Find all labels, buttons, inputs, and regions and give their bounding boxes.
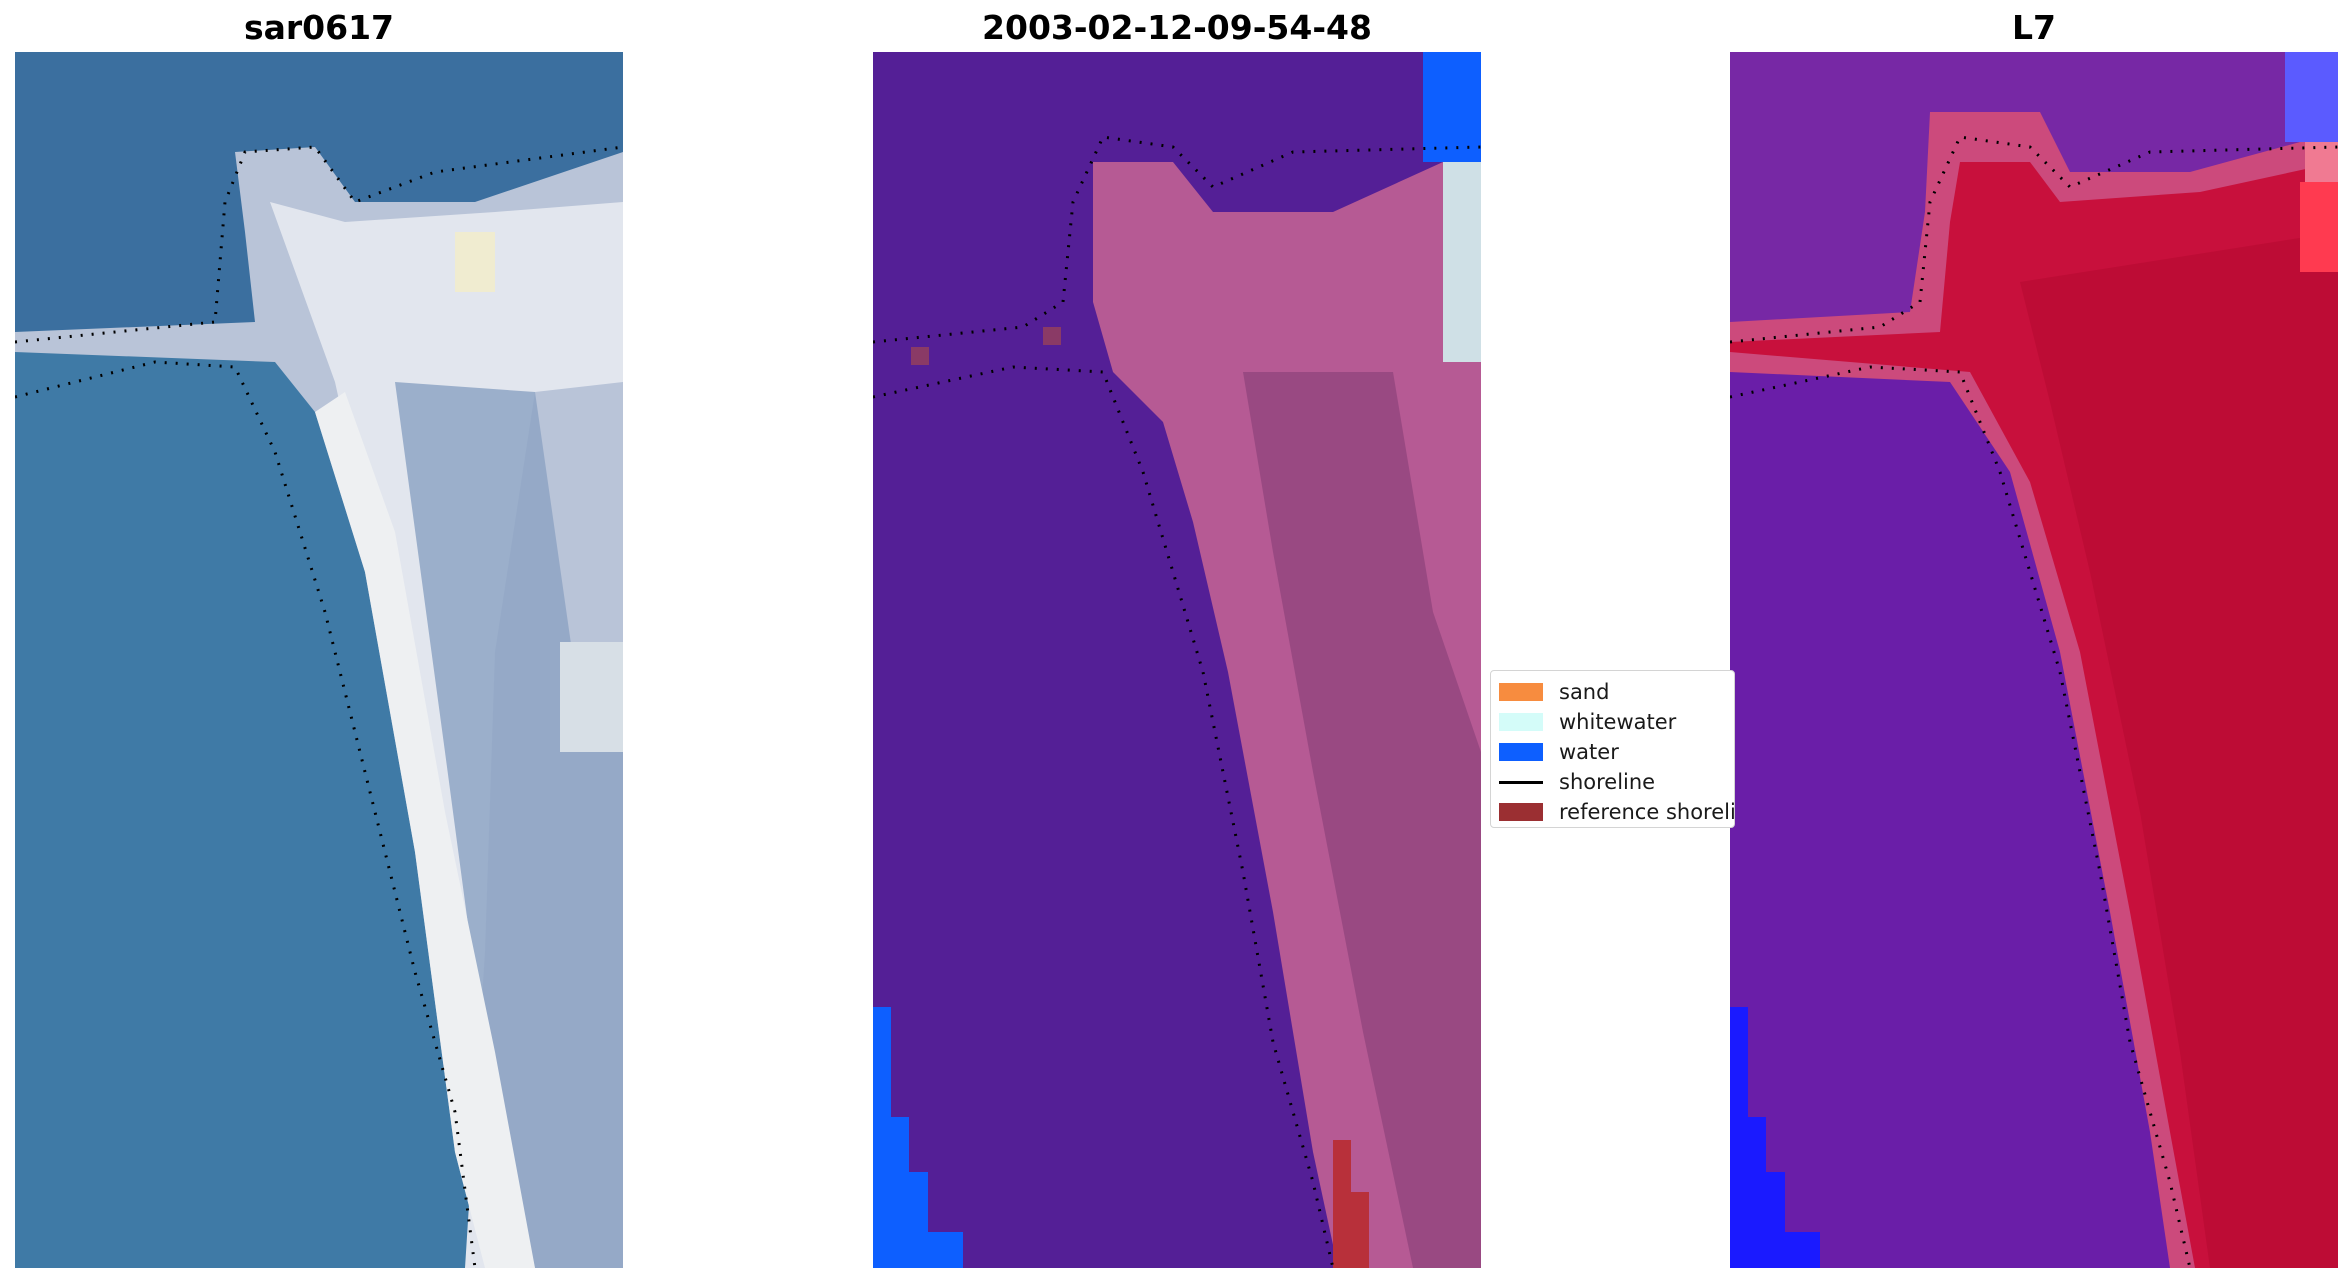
- legend-label-water: water: [1559, 740, 1619, 764]
- legend-swatch-reference-shoreline: [1499, 803, 1543, 821]
- index-image-panel: [1730, 52, 2338, 1268]
- index-image: [1730, 52, 2338, 1268]
- legend-swatch-whitewater: [1499, 713, 1543, 731]
- classified-image-panel: [873, 52, 1481, 1268]
- legend-swatch-shoreline: [1499, 780, 1543, 784]
- legend-label-sand: sand: [1559, 680, 1610, 704]
- legend-label-whitewater: whitewater: [1559, 710, 1677, 734]
- legend-item-water: water: [1499, 737, 1734, 767]
- legend-label-reference-shoreline: reference shoreli: [1559, 800, 1735, 824]
- panel-title-rgb: sar0617: [243, 8, 395, 47]
- legend-item-sand: sand: [1499, 677, 1734, 707]
- legend-item-shoreline: shoreline: [1499, 767, 1734, 797]
- legend-item-reference-shoreline: reference shoreli: [1499, 797, 1734, 827]
- legend-label-shoreline: shoreline: [1559, 770, 1656, 794]
- legend-swatch-sand: [1499, 683, 1543, 701]
- legend-swatch-water: [1499, 743, 1543, 761]
- panel-title-mndwi: L7: [2012, 8, 2056, 47]
- rgb-image: [15, 52, 623, 1268]
- legend: sand whitewater water shoreline referenc…: [1490, 670, 1735, 828]
- rgb-image-panel: [15, 52, 623, 1268]
- legend-item-whitewater: whitewater: [1499, 707, 1734, 737]
- panel-title-classified: 2003-02-12-09-54-48: [982, 8, 1372, 47]
- classified-image: [873, 52, 1481, 1268]
